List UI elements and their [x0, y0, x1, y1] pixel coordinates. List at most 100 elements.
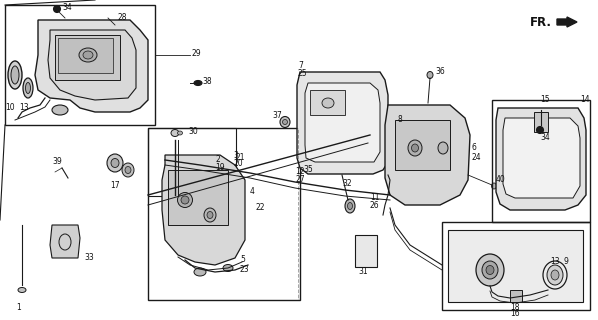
Ellipse shape	[492, 183, 496, 189]
Ellipse shape	[476, 254, 504, 286]
Ellipse shape	[204, 208, 216, 222]
Ellipse shape	[393, 126, 399, 134]
Bar	[5, 5, 155, 125]
Ellipse shape	[53, 5, 60, 12]
Ellipse shape	[52, 105, 68, 115]
Text: 27: 27	[295, 175, 304, 185]
Text: 37: 37	[272, 110, 282, 119]
Bar	[55, 35, 120, 80]
Ellipse shape	[322, 98, 334, 108]
Ellipse shape	[181, 196, 189, 204]
Text: 38: 38	[202, 77, 212, 86]
Text: 40: 40	[496, 175, 506, 185]
Text: 26: 26	[370, 201, 380, 210]
Ellipse shape	[486, 266, 494, 275]
Bar	[310, 90, 345, 115]
Ellipse shape	[11, 66, 19, 84]
Polygon shape	[50, 225, 80, 258]
Ellipse shape	[83, 51, 93, 59]
Text: 5: 5	[240, 255, 245, 265]
Ellipse shape	[551, 270, 559, 280]
Text: 33: 33	[84, 253, 94, 262]
Ellipse shape	[280, 116, 290, 127]
Ellipse shape	[18, 287, 26, 292]
Text: 3: 3	[233, 150, 238, 159]
Ellipse shape	[438, 142, 448, 154]
Text: 8: 8	[398, 116, 402, 124]
Bar	[442, 222, 590, 310]
Bar	[148, 128, 300, 300]
Ellipse shape	[79, 48, 97, 62]
Text: 29: 29	[192, 50, 202, 59]
Bar	[148, 128, 236, 196]
Ellipse shape	[223, 265, 233, 271]
Ellipse shape	[282, 119, 288, 124]
Ellipse shape	[536, 126, 544, 133]
Text: 36: 36	[435, 68, 445, 76]
Ellipse shape	[408, 140, 422, 156]
Ellipse shape	[207, 212, 213, 219]
Ellipse shape	[482, 261, 498, 279]
Bar	[448, 230, 583, 302]
Text: 11: 11	[370, 193, 380, 202]
Text: 13: 13	[550, 257, 560, 266]
Text: 35: 35	[303, 165, 313, 174]
Bar	[355, 235, 377, 267]
Text: 2: 2	[215, 156, 219, 164]
Text: 22: 22	[255, 204, 264, 212]
Text: 15: 15	[540, 95, 550, 105]
Text: 16: 16	[510, 309, 520, 318]
Ellipse shape	[347, 203, 352, 210]
Bar	[492, 100, 590, 222]
Text: 6: 6	[472, 143, 477, 153]
Text: 18: 18	[510, 302, 520, 311]
Text: 1: 1	[16, 303, 21, 313]
Text: 7: 7	[298, 60, 303, 69]
Text: 19: 19	[215, 164, 225, 172]
Ellipse shape	[8, 61, 22, 89]
Text: 13: 13	[19, 103, 29, 113]
Polygon shape	[305, 83, 380, 162]
Ellipse shape	[107, 154, 123, 172]
Text: 28: 28	[118, 12, 127, 21]
Text: 10: 10	[5, 103, 14, 113]
Bar	[534, 112, 548, 132]
Text: 31: 31	[358, 268, 368, 276]
Polygon shape	[162, 155, 245, 265]
Polygon shape	[35, 20, 148, 112]
Text: 4: 4	[250, 188, 255, 196]
Ellipse shape	[194, 268, 206, 276]
Text: 9: 9	[563, 257, 568, 266]
Text: 34: 34	[62, 3, 72, 12]
Ellipse shape	[178, 131, 182, 135]
Text: 32: 32	[342, 179, 352, 188]
Ellipse shape	[345, 199, 355, 213]
Text: FR.: FR.	[530, 15, 552, 28]
Text: 39: 39	[52, 157, 62, 166]
Ellipse shape	[178, 193, 193, 207]
Text: 23: 23	[240, 266, 249, 275]
Text: 12: 12	[295, 167, 304, 177]
Ellipse shape	[427, 71, 433, 78]
Bar	[395, 120, 450, 170]
Polygon shape	[48, 30, 136, 100]
Text: 14: 14	[580, 95, 590, 105]
Ellipse shape	[411, 144, 419, 152]
Polygon shape	[503, 118, 580, 198]
Polygon shape	[297, 72, 388, 174]
Ellipse shape	[171, 130, 179, 137]
Polygon shape	[385, 105, 470, 205]
Text: 21: 21	[235, 154, 245, 163]
Ellipse shape	[26, 83, 30, 93]
Bar	[58, 38, 113, 73]
Text: 25: 25	[298, 68, 307, 77]
Text: 24: 24	[472, 153, 481, 162]
Ellipse shape	[194, 81, 202, 85]
Ellipse shape	[111, 158, 119, 167]
Text: 30: 30	[188, 127, 198, 137]
Bar	[168, 170, 228, 225]
Ellipse shape	[23, 78, 33, 98]
Text: 17: 17	[110, 180, 120, 189]
Text: 20: 20	[233, 158, 243, 167]
Ellipse shape	[122, 163, 134, 177]
